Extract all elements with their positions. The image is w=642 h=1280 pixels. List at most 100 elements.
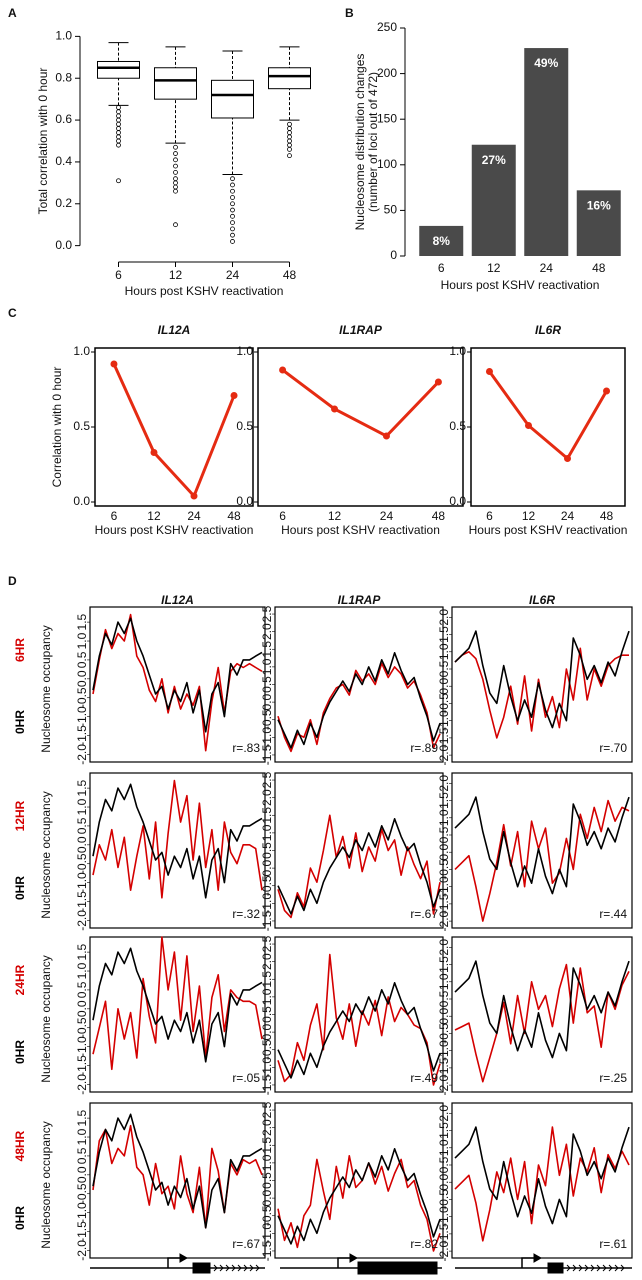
y-tick-label: 1.0 (236, 344, 253, 358)
y-tick-label: 2.0 (260, 789, 274, 806)
y-tick-label: -0.5 (260, 875, 274, 896)
y-tick-label: -1.5 (437, 1057, 451, 1078)
y-tick-label: 1.5 (75, 613, 89, 630)
x-tick-label: 24 (226, 268, 240, 282)
y-tick-label: 0.5 (437, 826, 451, 843)
y-tick-label: -1.5 (260, 1240, 274, 1261)
panel-label: D (8, 574, 17, 588)
x-tick-label: 6 (486, 509, 493, 523)
line (454, 796, 630, 895)
line (92, 1124, 263, 1229)
x-tick-label: 6 (279, 509, 286, 523)
outlier (230, 226, 235, 232)
annotation: r=.44 (599, 907, 627, 921)
x-tick-label: 48 (283, 268, 297, 282)
x-axis-label: Hours post KSHV reactivation (441, 278, 600, 292)
y-tick-label: 0.0 (437, 1008, 451, 1025)
y-tick-label: -1.5 (260, 744, 274, 765)
row-label: 0HR (13, 710, 27, 734)
line (454, 630, 630, 729)
y-tick-label: 2.0 (437, 939, 451, 956)
y-tick-label: 1.5 (260, 807, 274, 824)
y-tick-label: -0.5 (260, 1039, 274, 1060)
y-tick-label: -1.5 (437, 1223, 451, 1244)
y-tick-label: -1.0 (437, 1040, 451, 1061)
y-tick-label: 0.5 (260, 1172, 274, 1189)
x-tick-label: 48 (227, 509, 241, 523)
x-tick-label: 12 (147, 509, 161, 523)
line (454, 963, 630, 1083)
y-tick-label: -0.5 (437, 693, 451, 714)
y-tick-label: -1.0 (260, 893, 274, 914)
y-tick-label: 0.0 (260, 859, 274, 876)
outlier (230, 220, 235, 226)
y-tick-label: 1.5 (260, 971, 274, 988)
line (454, 1126, 630, 1225)
outlier (230, 213, 235, 219)
line (92, 947, 263, 1063)
chart-title: IL12A (161, 593, 194, 607)
x-tick-label: 12 (328, 509, 342, 523)
outlier (173, 144, 178, 150)
y-tick-label: 1.0 (55, 29, 72, 43)
outlier (230, 232, 235, 238)
y-tick-label: -0.5 (75, 687, 89, 708)
x-axis-label: Hours post KSHV reactivation (125, 284, 284, 298)
plot-frame (451, 772, 633, 929)
bar-annotation: 27% (482, 153, 506, 167)
row-label: 48HR (13, 1130, 27, 1161)
y-tick-label: -0.5 (260, 709, 274, 730)
line (277, 652, 441, 749)
y-tick-label: -1.0 (260, 1223, 274, 1244)
intron-chevrons (566, 1264, 625, 1272)
x-tick-label: 6 (111, 509, 118, 523)
line (277, 662, 441, 753)
y-tick-label: 2.0 (437, 609, 451, 626)
row-label: 12HR (13, 800, 27, 831)
line (277, 818, 441, 915)
annotation: r=.82 (410, 1237, 438, 1251)
y-tick-label: -1.5 (75, 1055, 89, 1076)
outlier (173, 188, 178, 194)
y-tick-label: 0.5 (449, 419, 466, 433)
box (211, 79, 254, 119)
y-tick-label: 1.5 (437, 956, 451, 973)
y-tick-label: 2.5 (260, 771, 274, 788)
bar (419, 225, 464, 256)
chart-title: IL1RAP (338, 593, 382, 607)
y-tick-label: -1.0 (75, 1036, 89, 1057)
y-tick-label: 1.5 (75, 943, 89, 960)
y-tick-label: 0.5 (260, 1006, 274, 1023)
y-tick-label: 0.2 (55, 196, 72, 210)
line (454, 1126, 630, 1242)
y-tick-label: 1.5 (260, 641, 274, 658)
marker (434, 378, 442, 386)
y-tick-label: 50 (384, 203, 398, 217)
row-label: 0HR (13, 876, 27, 900)
y-tick-label: 200 (377, 66, 397, 80)
y-tick-label: -1.0 (260, 1057, 274, 1078)
outlier (173, 151, 178, 156)
marker (230, 392, 238, 399)
row-label: 0HR (13, 1206, 27, 1230)
bar-annotation: 8% (433, 234, 451, 248)
y-tick-label: 2.0 (260, 623, 274, 640)
y-tick-label: 1.0 (73, 344, 90, 358)
y-axis-label: Nucleosome occupancy (39, 625, 53, 752)
marker (279, 366, 287, 374)
outlier (230, 195, 235, 200)
y-tick-label: -1.0 (75, 1202, 89, 1223)
y-tick-label: -2.0 (75, 1074, 89, 1095)
line (277, 1148, 441, 1245)
y-tick-label: 0.5 (437, 1156, 451, 1173)
line (277, 953, 441, 1086)
outlier (230, 188, 235, 194)
box (154, 67, 197, 100)
y-tick-label: 2.0 (437, 775, 451, 792)
y-tick-label: 0.5 (75, 817, 89, 834)
y-tick-label: 250 (377, 20, 397, 34)
outlier (116, 142, 121, 148)
outlier (230, 239, 235, 244)
y-tick-label: 150 (377, 111, 397, 125)
